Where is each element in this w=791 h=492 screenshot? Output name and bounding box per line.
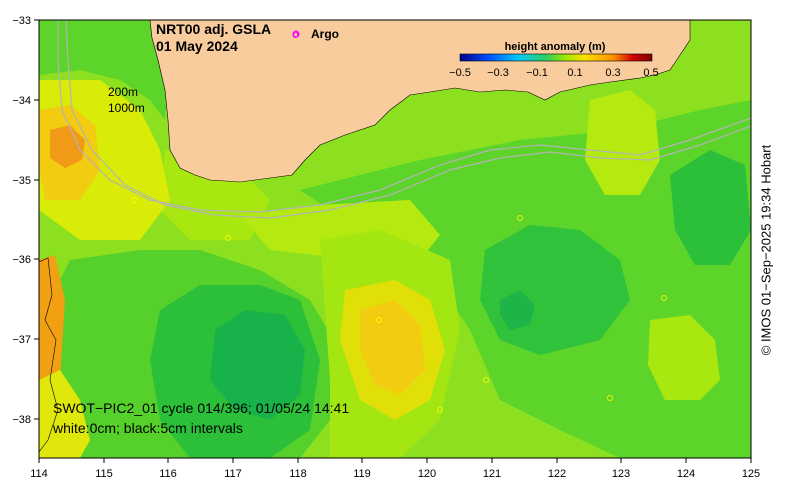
lat-tick-label: −37 — [12, 334, 31, 346]
bathymetry-contours — [57, 20, 751, 219]
swot-points — [131, 197, 667, 413]
anomaly-green-north — [39, 20, 170, 120]
lon-tick-label: 120 — [418, 468, 436, 480]
swot-annotation: SWOT−PIC2_01 cycle 014/396; 01/05/24 14:… — [53, 400, 349, 416]
lat-tick-label: −33 — [12, 15, 31, 27]
copyright-text: © IMOS 01−Sep−2025 19:34 Hobart — [758, 144, 774, 356]
argo-floats — [292, 30, 300, 38]
lon-tick-label: 116 — [159, 468, 177, 480]
map-title-line1: NRT00 adj. GSLA — [156, 21, 271, 37]
contour-200m — [57, 20, 751, 213]
swot-point — [483, 377, 489, 383]
swot-point — [607, 395, 613, 401]
colorbar-tick: 0.3 — [605, 67, 620, 79]
swot-point — [437, 407, 443, 413]
lat-tick-label: −36 — [12, 254, 31, 266]
lon-tick-label: 123 — [612, 468, 630, 480]
swot-point — [376, 317, 382, 323]
argo-legend-label: Argo — [311, 27, 339, 41]
contour-1000m — [65, 20, 751, 219]
lon-tick-label: 124 — [677, 468, 695, 480]
lon-tick-label: 115 — [95, 468, 113, 480]
anomaly-lime-south — [648, 315, 720, 400]
colorbar-tick: −0.5 — [449, 67, 471, 79]
map-title-line2: 01 May 2024 — [156, 38, 238, 54]
plot-area — [39, 20, 751, 458]
colorbar-title: height anomaly (m) — [505, 41, 606, 53]
colorbar-tick-labels: −0.5 −0.3 −0.1 0.1 0.3 0.5 — [449, 67, 659, 79]
anomaly-field — [39, 20, 751, 458]
anomaly-yellow-southwest — [39, 370, 90, 458]
colorbar-tick: 0.5 — [643, 67, 658, 79]
swot-point — [517, 215, 523, 221]
anomaly-orange-core — [50, 125, 85, 168]
contour-black — [39, 257, 59, 453]
swot-point — [225, 235, 231, 241]
argo-legend-marker: o — [292, 27, 299, 41]
anomaly-dark-east — [670, 150, 751, 265]
latitude-axis — [34, 19, 39, 420]
anomaly-darker-core — [210, 310, 305, 420]
contour-label-200m: 200m — [108, 85, 138, 99]
colorbar-tick: −0.3 — [487, 67, 509, 79]
colorbar: height anomaly (m) −0.5 −0.3 −0.1 0.1 0.… — [449, 41, 659, 79]
anomaly-lime-east — [585, 90, 660, 195]
lon-tick-label: 118 — [289, 468, 307, 480]
ssh-contour-5cm — [39, 257, 59, 453]
argo-float — [292, 30, 300, 38]
lon-tick-label: 114 — [30, 468, 48, 480]
plot-frame — [38, 19, 752, 459]
colorbar-tick: −0.1 — [526, 67, 548, 79]
anomaly-dark-small — [500, 290, 535, 330]
swot-point — [661, 295, 667, 301]
lat-tick-label: −34 — [12, 95, 31, 107]
longitude-axis — [38, 458, 752, 463]
contour-annotation: white:0cm; black:5cm intervals — [52, 420, 243, 436]
lat-tick-label: −38 — [12, 414, 31, 426]
lat-tick-label: −35 — [12, 175, 31, 187]
lon-tick-label: 121 — [483, 468, 501, 480]
contour-label-1000m: 1000m — [108, 101, 145, 115]
lon-tick-label: 122 — [548, 468, 566, 480]
colorbar-tick: 0.1 — [567, 67, 582, 79]
anomaly-gold-south — [360, 300, 425, 395]
lon-tick-label: 125 — [742, 468, 760, 480]
lon-tick-label: 119 — [353, 468, 371, 480]
lon-tick-label: 117 — [224, 468, 242, 480]
latitude-tick-labels: −33 −34 −35 −36 −37 −38 — [12, 15, 31, 426]
swot-point — [131, 197, 137, 203]
longitude-tick-labels: 114 115 116 117 118 119 120 121 122 123 … — [30, 468, 760, 480]
colorbar-scale — [459, 53, 653, 62]
